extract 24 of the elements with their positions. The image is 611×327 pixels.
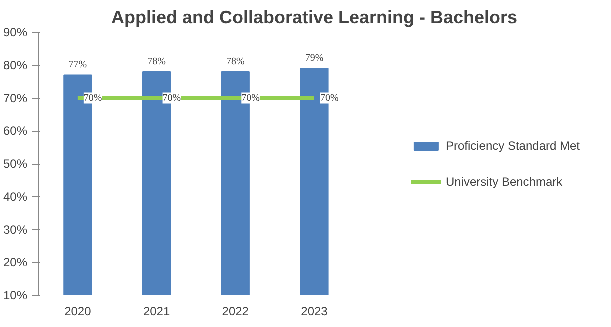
x-tick-label: 2021	[143, 304, 170, 318]
y-tick-label: 10%	[3, 288, 28, 302]
y-tick-label: 70%	[3, 91, 28, 106]
data-label: 79%	[305, 53, 324, 64]
y-tick-label: 80%	[3, 58, 28, 72]
y-tick-label: 40%	[3, 190, 28, 204]
data-label: 78%	[148, 56, 166, 68]
y-tick-label: 20%	[3, 256, 28, 270]
data-label: 70%	[320, 92, 339, 104]
y-tick-label: 30%	[3, 222, 28, 237]
data-label: 70%	[162, 92, 182, 104]
data-label: 70%	[84, 92, 102, 104]
data-label: 77%	[68, 60, 88, 71]
y-tick-label: 60%	[3, 124, 28, 138]
x-tick-label: 2023	[301, 304, 328, 318]
x-tick-label: 2022	[222, 304, 250, 318]
y-tick-label: 90%	[3, 26, 28, 40]
y-tick-label: 50%	[3, 157, 28, 171]
data-label: 78%	[226, 56, 245, 68]
data-label: 70%	[242, 92, 260, 104]
legend-label: Proficiency Standard Met	[446, 138, 580, 152]
x-tick-label: 2020	[64, 304, 92, 318]
legend-label: University Benchmark	[446, 174, 563, 188]
chart-title: Applied and Collaborative Learning - Bachelors	[111, 8, 518, 28]
